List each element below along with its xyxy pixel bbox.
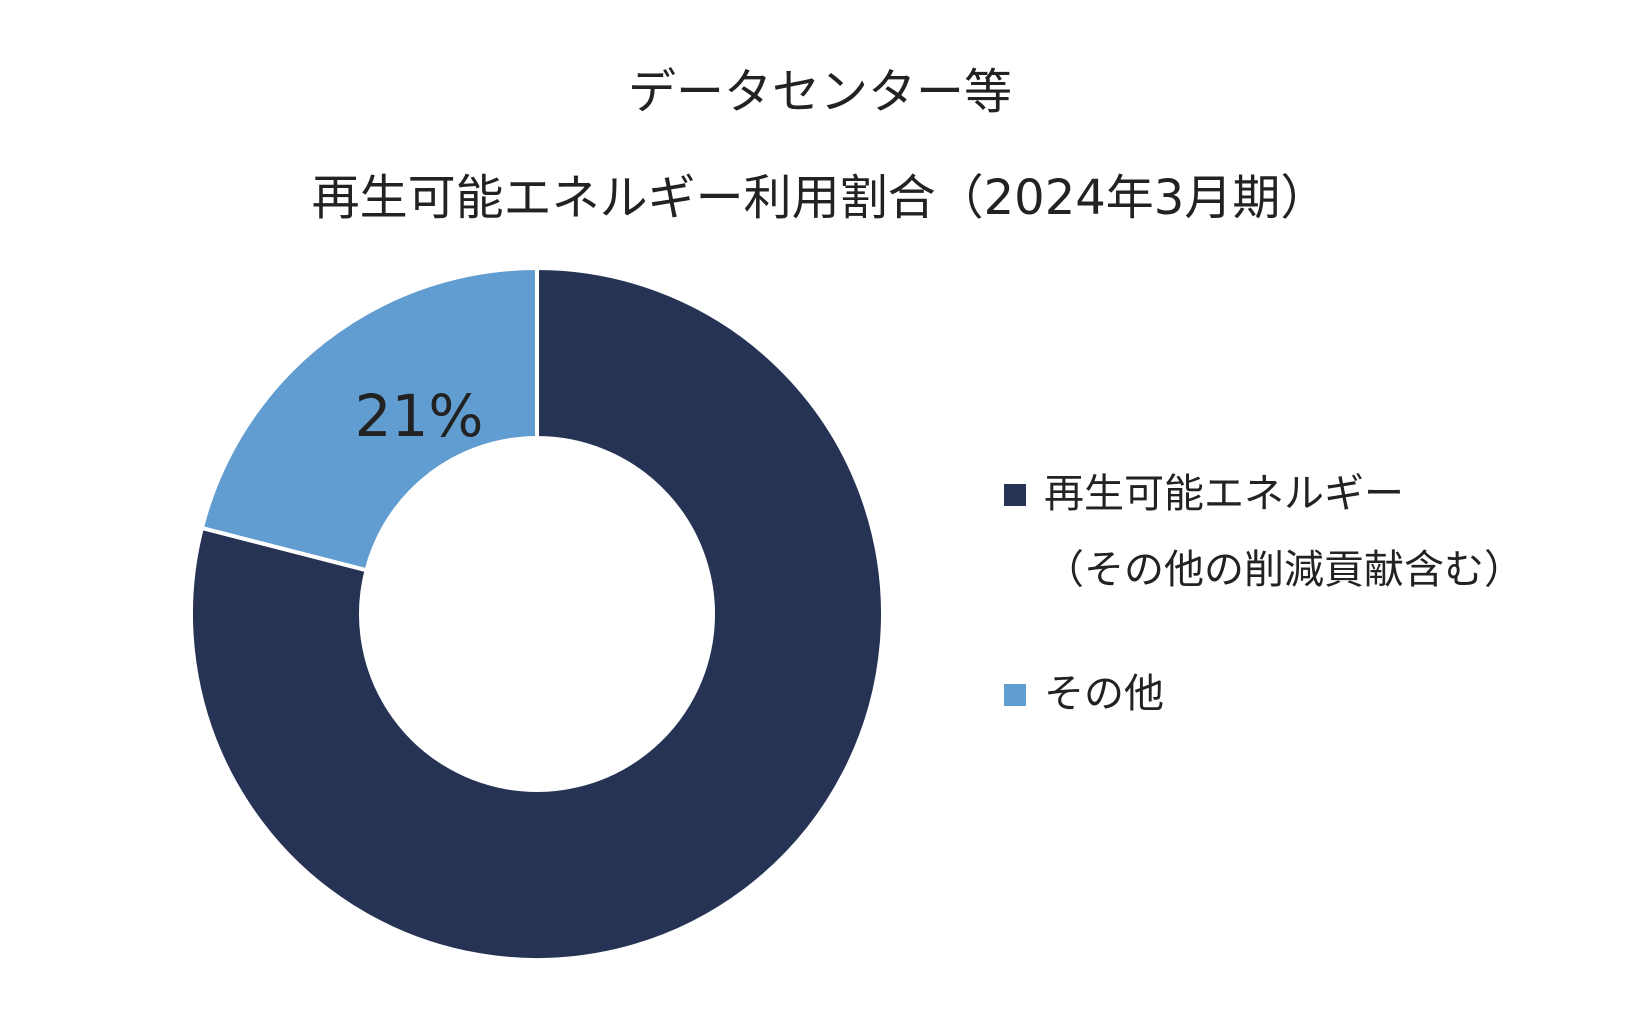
legend-swatch-other [1004,684,1026,706]
legend-label-renewable: 再生可能エネルギー [1044,471,1404,517]
chart-subtitle: 再生可能エネルギー利用割合（2024年3月期） [311,170,1329,226]
legend-item-other: その他 [1004,668,1624,720]
chart-legend: 再生可能エネルギー （その他の削減貢献含む） その他 [1004,468,1624,720]
donut-slices [189,265,885,962]
legend-item-renewable: 再生可能エネルギー （その他の削減貢献含む） [1004,468,1624,620]
legend-swatch-renewable [1004,484,1026,506]
donut-slice-renewable [189,265,885,962]
donut-data-labels: 79% 21% [355,382,862,1018]
data-label-other: 21% [355,382,484,450]
donut-slice-other [199,265,539,573]
data-label-renewable: 79% [733,950,862,1018]
chart-title: データセンター等 [627,64,1012,120]
legend-label-renewable-note: （その他の削減貢献含む） [1044,547,1524,593]
legend-label-other: その他 [1044,671,1164,717]
